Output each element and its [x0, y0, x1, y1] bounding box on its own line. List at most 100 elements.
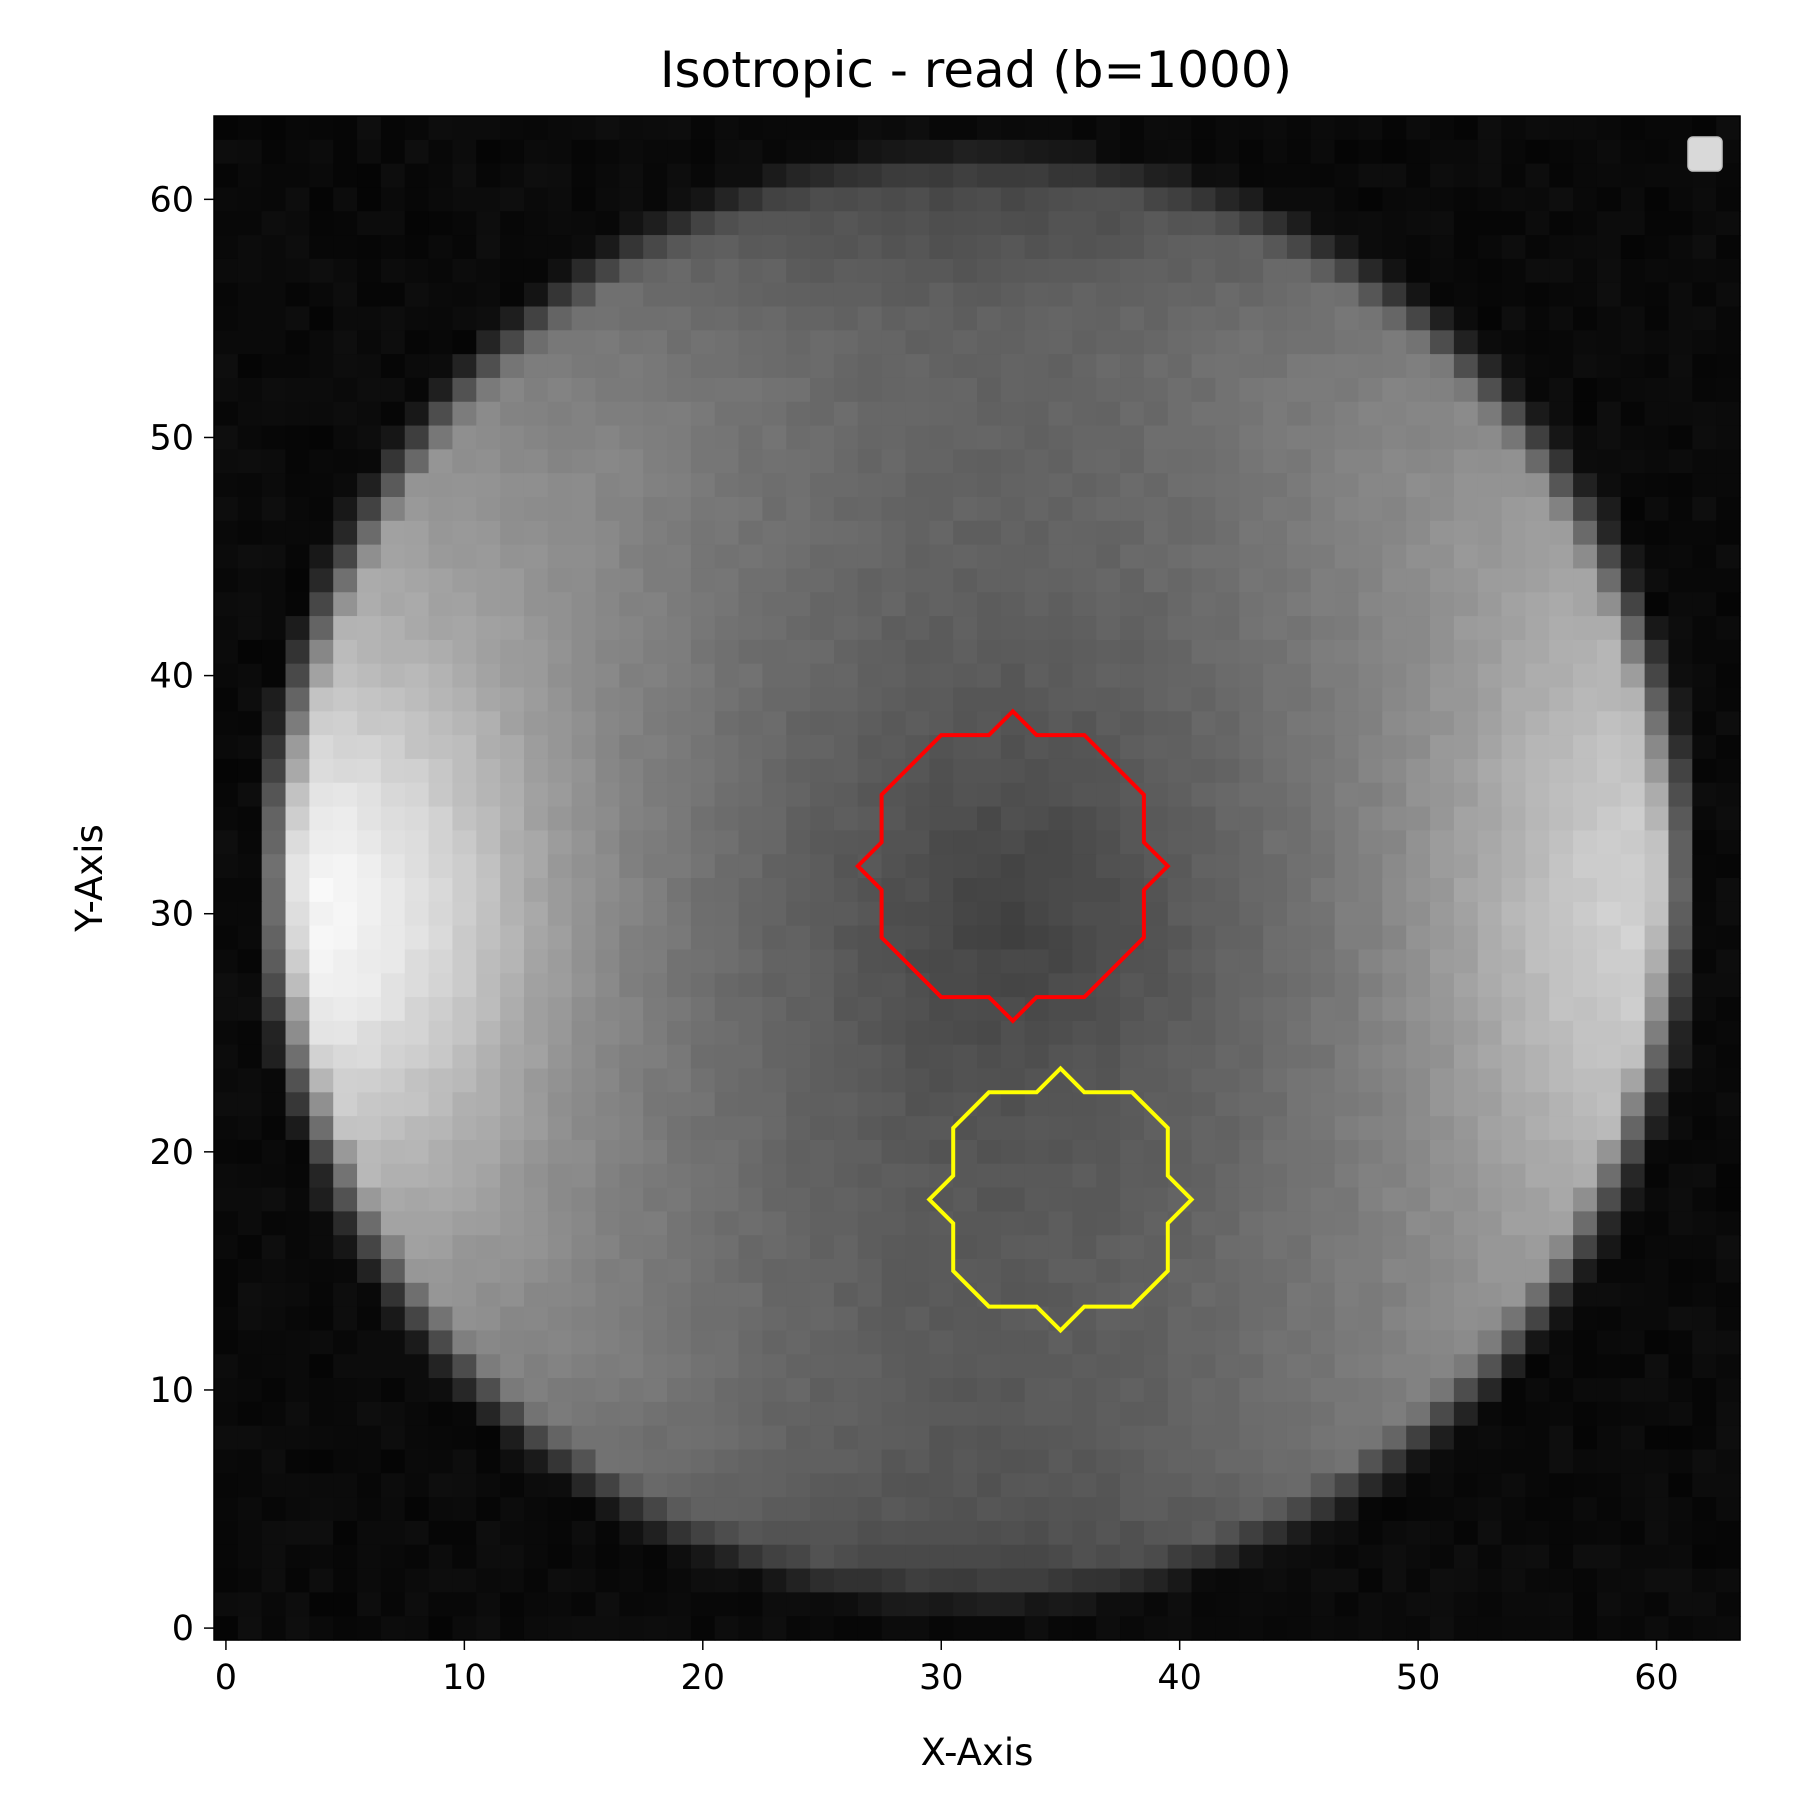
heatmap-cell	[1573, 568, 1598, 593]
heatmap-cell	[547, 973, 573, 998]
heatmap-cell	[929, 187, 954, 212]
heatmap-cell	[833, 473, 859, 498]
heatmap-cell	[1430, 663, 1455, 689]
roi-outline-yellow	[926, 1065, 1195, 1334]
heatmap-cell	[1191, 258, 1217, 284]
heatmap-cell	[476, 663, 501, 689]
heatmap-cell	[285, 925, 310, 951]
heatmap-cell	[1334, 854, 1360, 879]
heatmap-cell	[977, 1116, 1002, 1141]
heatmap-cell	[1453, 1163, 1479, 1189]
heatmap-cell	[1358, 1187, 1383, 1212]
heatmap-cell	[1143, 782, 1169, 808]
heatmap-cell	[1191, 1187, 1217, 1212]
heatmap-cell	[619, 1401, 644, 1427]
heatmap-cell	[1501, 925, 1526, 951]
heatmap-cell	[404, 1187, 430, 1212]
heatmap-cell	[762, 1306, 787, 1332]
heatmap-cell	[1286, 758, 1312, 784]
heatmap-cell	[404, 1330, 430, 1355]
heatmap-cell	[1286, 377, 1312, 403]
heatmap-cell	[810, 163, 835, 189]
heatmap-cell	[285, 1520, 310, 1546]
heatmap-cell	[523, 1473, 549, 1498]
heatmap-cell	[1453, 1139, 1479, 1165]
heatmap-cell	[1310, 1354, 1336, 1379]
heatmap-cell	[1501, 1616, 1526, 1641]
heatmap-cell	[1120, 687, 1145, 712]
heatmap-cell	[786, 449, 811, 474]
heatmap-cell	[1668, 1330, 1693, 1355]
heatmap-cell	[357, 1354, 382, 1379]
heatmap-cell	[1453, 377, 1479, 403]
heatmap-cell	[333, 1425, 358, 1451]
heatmap-cell	[452, 1139, 477, 1165]
heatmap-cell	[1477, 1497, 1503, 1522]
heatmap-cell	[1430, 330, 1455, 355]
heatmap-cell	[643, 663, 668, 689]
heatmap-cell	[380, 806, 406, 831]
heatmap-cell	[261, 1116, 287, 1141]
heatmap-cell	[667, 925, 692, 951]
heatmap-cell	[357, 1092, 382, 1117]
heatmap-cell	[810, 568, 835, 593]
heatmap-cell	[786, 949, 811, 974]
heatmap-cell	[1191, 187, 1217, 212]
heatmap-cell	[1692, 806, 1717, 831]
heatmap-cell	[1310, 377, 1336, 403]
heatmap-cell	[214, 925, 239, 951]
heatmap-cell	[1358, 1616, 1383, 1641]
heatmap-cell	[309, 497, 334, 522]
heatmap-cell	[1692, 544, 1717, 570]
heatmap-cell	[1549, 1425, 1574, 1451]
heatmap-cell	[1024, 973, 1050, 998]
heatmap-cell	[1024, 1378, 1050, 1403]
heatmap-cell	[595, 687, 620, 712]
heatmap-cell	[1644, 830, 1670, 855]
heatmap-cell	[1072, 139, 1097, 165]
heatmap-cell	[619, 449, 644, 474]
heatmap-cell	[571, 1163, 597, 1189]
heatmap-cell	[500, 925, 525, 951]
heatmap-cell	[810, 1449, 835, 1474]
heatmap-cell	[285, 1425, 310, 1451]
heatmap-cell	[500, 1139, 525, 1165]
heatmap-cell	[953, 1473, 978, 1498]
heatmap-cell	[380, 1378, 406, 1403]
heatmap-cell	[380, 949, 406, 974]
heatmap-cell	[738, 1449, 763, 1474]
heatmap-cell	[1573, 425, 1598, 450]
heatmap-cell	[977, 1354, 1002, 1379]
heatmap-cell	[1286, 473, 1312, 498]
heatmap-cell	[1167, 330, 1193, 355]
heatmap-cell	[1215, 949, 1240, 974]
heatmap-cell	[1453, 1544, 1479, 1570]
heatmap-cell	[1239, 878, 1264, 903]
heatmap-cell	[857, 1163, 883, 1189]
heatmap-cell	[1453, 568, 1479, 593]
heatmap-cell	[1191, 687, 1217, 712]
y-tick-label: 10	[149, 1371, 194, 1411]
heatmap-cell	[1358, 1044, 1383, 1070]
heatmap-cell	[1477, 806, 1503, 831]
heatmap-cell	[1692, 258, 1717, 284]
heatmap-cell	[404, 663, 430, 689]
heatmap-cell	[977, 544, 1002, 570]
heatmap-cell	[1096, 735, 1121, 760]
heatmap-cell	[595, 878, 620, 903]
heatmap-cell	[857, 830, 883, 855]
heatmap-cell	[762, 1163, 787, 1189]
heatmap-cell	[1525, 782, 1550, 808]
heatmap-cell	[810, 806, 835, 831]
heatmap-cell	[929, 878, 954, 903]
heatmap-cell	[1167, 139, 1193, 165]
heatmap-cell	[1644, 1068, 1670, 1093]
heatmap-cell	[1382, 1306, 1407, 1332]
heatmap-cell	[929, 1592, 954, 1617]
heatmap-cell	[1310, 1544, 1336, 1570]
heatmap-cell	[1477, 1187, 1503, 1212]
heatmap-cell	[1573, 1139, 1598, 1165]
heatmap-cell	[1692, 1139, 1717, 1165]
heatmap-cell	[1143, 354, 1169, 379]
heatmap-cell	[476, 1235, 501, 1260]
